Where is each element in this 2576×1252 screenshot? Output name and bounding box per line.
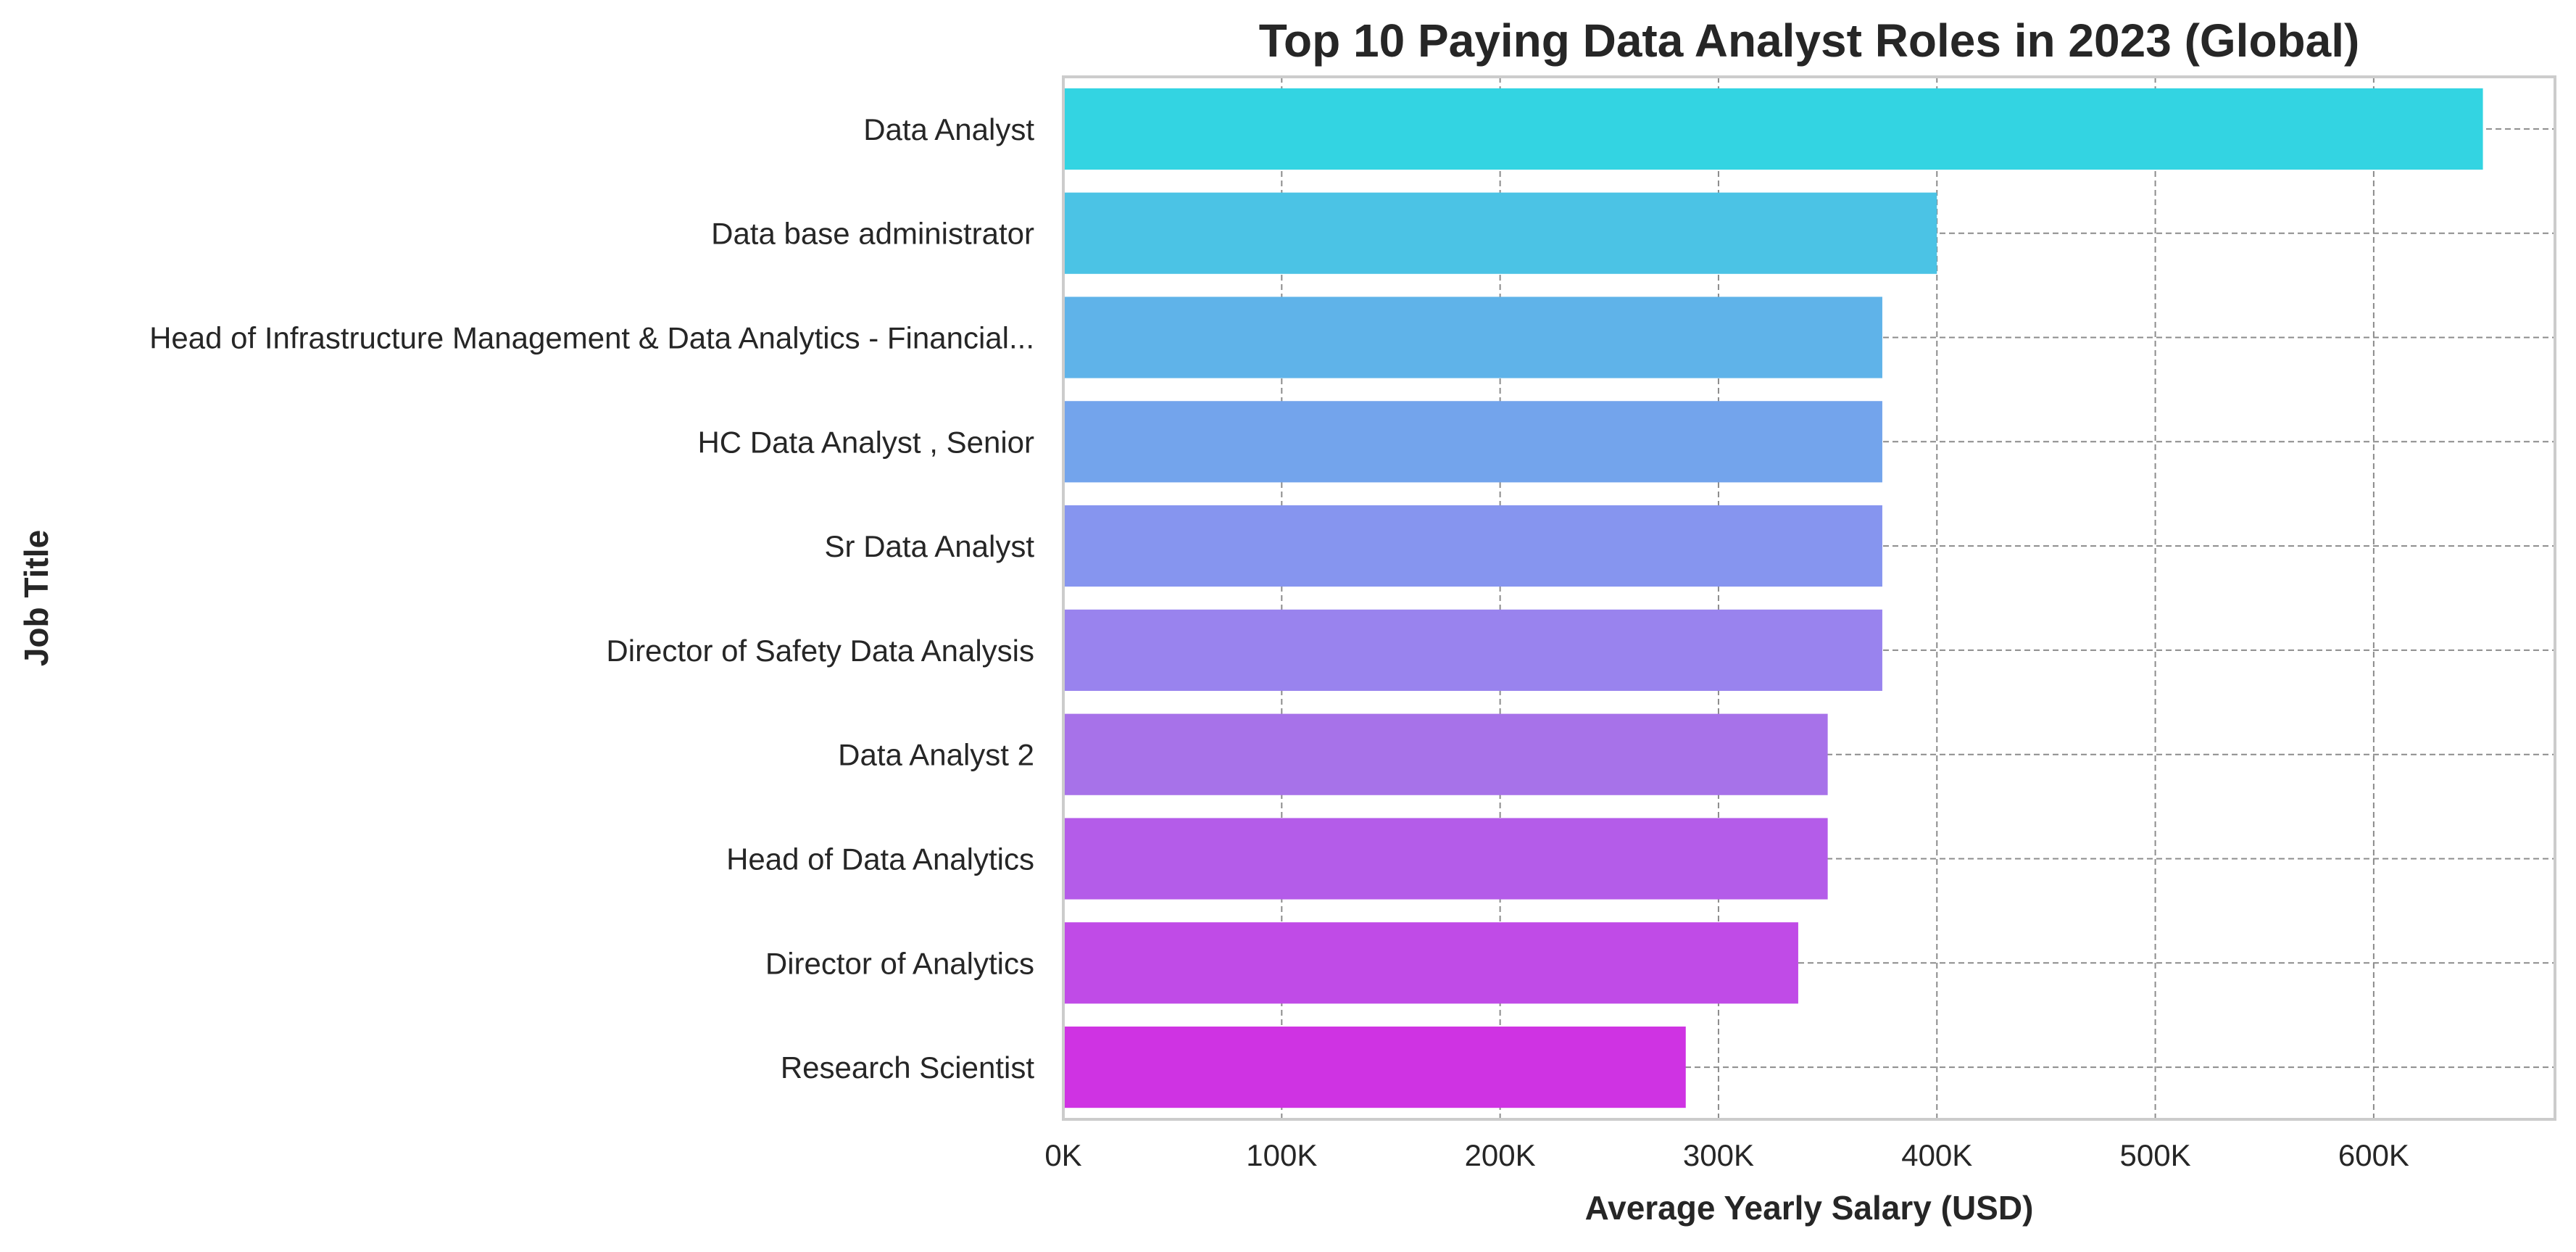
plot-frame bbox=[1062, 75, 2556, 1121]
bar bbox=[1063, 818, 1828, 900]
bar bbox=[1063, 609, 1882, 691]
y-tick-label: Head of Data Analytics bbox=[726, 842, 1034, 876]
y-tick-label: Director of Safety Data Analysis bbox=[606, 634, 1034, 668]
y-tick-label: Data Analyst bbox=[863, 112, 1034, 146]
bar bbox=[1063, 192, 1937, 274]
x-axis-title: Average Yearly Salary (USD) bbox=[1585, 1189, 2034, 1227]
y-tick-label: Sr Data Analyst bbox=[825, 529, 1035, 563]
x-tick-label: 400K bbox=[1901, 1138, 1972, 1172]
x-tick-labels: 0K 100K 200K 300K 400K 500K 600K bbox=[1044, 1138, 2409, 1172]
x-tick-label: 300K bbox=[1683, 1138, 1754, 1172]
y-tick-label: HC Data Analyst , Senior bbox=[697, 425, 1034, 459]
y-tick-label: Research Scientist bbox=[781, 1050, 1034, 1085]
x-tick-label: 500K bbox=[2120, 1138, 2191, 1172]
x-tick-label: 200K bbox=[1465, 1138, 1536, 1172]
y-axis-title: Job Title bbox=[17, 530, 55, 666]
y-tick-label: Data base administrator bbox=[711, 217, 1034, 251]
x-tick-label: 100K bbox=[1246, 1138, 1317, 1172]
y-tick-label: Head of Infrastructure Management & Data… bbox=[149, 321, 1034, 355]
bars bbox=[1063, 88, 2483, 1108]
y-tick-label: Director of Analytics bbox=[765, 946, 1034, 980]
bar bbox=[1063, 297, 1882, 378]
x-tick-label: 0K bbox=[1044, 1138, 1081, 1172]
bar bbox=[1063, 505, 1882, 587]
bar bbox=[1063, 922, 1798, 1004]
x-tick-label: 600K bbox=[2338, 1138, 2409, 1172]
bar bbox=[1063, 713, 1828, 795]
bar bbox=[1063, 401, 1882, 483]
bar bbox=[1063, 1027, 1686, 1108]
y-tick-labels: Data Analyst Data base administrator Head … bbox=[149, 112, 1034, 1085]
chart-title: Top 10 Paying Data Analyst Roles in 2023… bbox=[1259, 14, 2360, 67]
bar bbox=[1063, 88, 2483, 170]
y-tick-label: Data Analyst 2 bbox=[838, 738, 1034, 772]
